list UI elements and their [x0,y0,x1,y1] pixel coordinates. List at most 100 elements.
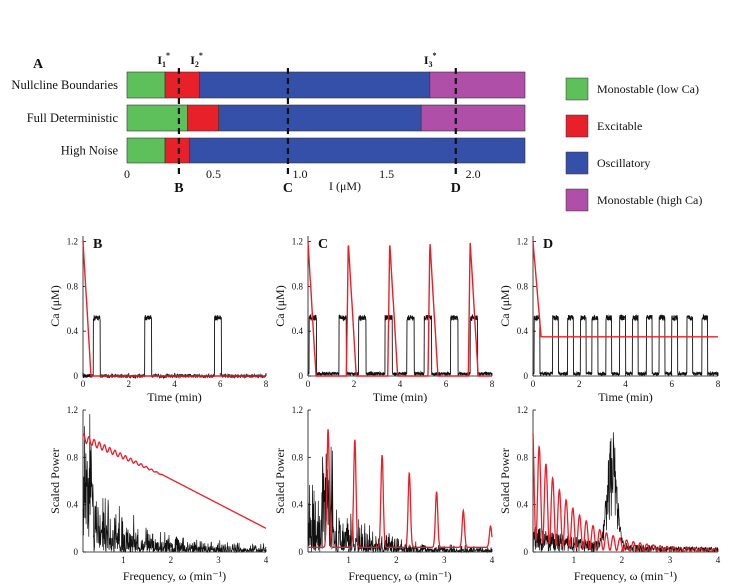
region-segment [164,137,190,164]
x-axis-label: Time (min) [598,390,653,404]
x-axis-label: Frequency, ω (min⁻¹) [348,569,451,583]
y-tick-label: 0.8 [517,452,529,462]
panel-c-time: 0 0.4 0.8 1.2 0 2 4 6 8 C Time (min) Ca (μM) [273,236,495,404]
legend-swatch [565,188,589,212]
panel-d-power: 0 0.4 0.8 1.2 1 2 3 4 Frequency, ω (min⁻¹) Scaled… [498,405,721,583]
deterministic-spectrum [82,433,267,529]
y-tick-label: 1.2 [292,237,303,247]
x-tick-label: 4 [172,379,177,389]
y-tick-label: 0 [299,371,304,381]
region-segment [126,104,188,132]
row-label: Nullcline Boundaries [11,78,118,92]
panel-a-label: A [33,57,44,72]
x-tick-label: 2 [577,379,582,389]
region-segment [126,71,166,99]
x-tick-label: 0 [124,167,130,181]
threshold-sup: * [199,51,203,60]
y-tick-label: 0.4 [517,326,529,336]
stochastic-spectrum [307,446,493,554]
y-tick-label: 1.2 [67,405,78,415]
x-tick-label: 2 [352,379,357,389]
legend-entry: Excitable [597,119,642,133]
y-axis-label: Scaled Power [273,448,287,514]
threshold-label: I3* [424,51,437,69]
threshold-sub: 2 [195,60,199,69]
region-segment [126,137,166,164]
threshold-label: I1* [157,51,170,69]
y-tick-label: 0.4 [517,500,529,510]
x-tick-label: 2 [620,555,625,565]
deterministic-trace [532,241,718,338]
threshold-sub: 1 [162,60,166,69]
y-tick-label: 0.8 [292,281,304,291]
stochastic-trace [82,315,267,380]
y-tick-label: 0.8 [517,281,529,291]
deterministic-spectrum [532,433,719,553]
x-tick-label: 6 [670,379,675,389]
x-tick-label: 4 [398,379,403,389]
region-segment [164,71,200,99]
y-tick-label: 0.8 [67,281,79,291]
x-tick-label: 4 [716,555,721,565]
legend-swatch [565,114,589,138]
deterministic-trace [307,241,492,377]
region-segment [188,137,526,164]
x-axis-label: Time (min) [373,390,428,404]
x-tick-label: 1.5 [379,167,394,181]
x-tick-label: 4 [264,555,269,565]
panel-b-power: 0 0.4 0.8 1.2 1 2 3 4 Frequency, ω (min⁻¹) Scaled… [48,405,269,583]
region-segment [218,104,422,132]
y-tick-label: 0.8 [67,452,79,462]
x-tick-label: 3 [668,555,673,565]
region-segment [420,104,526,132]
panel-label: D [543,237,553,252]
stochastic-trace [532,313,719,377]
x-axis-label: Time (min) [147,390,202,404]
panel-label: C [318,237,328,252]
y-tick-label: 1.2 [517,405,528,415]
row-label: High Noise [61,144,119,158]
x-tick-label: 3 [442,555,447,565]
y-tick-label: 1.2 [67,237,78,247]
x-tick-label: 2 [394,555,399,565]
legend-swatch [565,77,589,101]
x-tick-label: 8 [716,379,721,389]
x-tick-label: 0.5 [206,167,221,181]
legend-entry: Oscillatory [597,156,650,170]
legend-entry: Monostable (high Ca) [597,193,702,207]
legend-swatch [565,151,589,175]
x-tick-label: 4 [490,555,495,565]
x-tick-label: 1 [572,555,577,565]
marker-label: B [174,181,183,196]
x-tick-label: 2 [169,555,174,565]
y-tick-label: 0 [74,371,79,381]
x-tick-label: 0 [81,379,86,389]
x-tick-label: 0 [306,379,311,389]
x-tick-label: 2 [127,379,132,389]
threshold-sup: * [166,51,170,60]
x-tick-label: 2.0 [466,167,481,181]
y-axis-label: Ca (μM) [273,285,287,326]
y-tick-label: 0.4 [292,500,304,510]
row-label: Full Deterministic [27,111,119,125]
x-tick-label: 6 [444,379,449,389]
y-tick-label: 1.2 [292,405,303,415]
stochastic-spectrum [82,414,267,554]
x-tick-label: 6 [218,379,223,389]
threshold-label: I2* [190,51,203,69]
region-segment [199,71,431,99]
x-tick-label: 1 [346,555,351,565]
x-axis-label: Frequency, ω (min⁻¹) [574,569,677,583]
y-tick-label: 0 [299,547,304,557]
y-tick-label: 0 [524,371,529,381]
x-tick-label: 8 [490,379,495,389]
marker-label: D [451,181,461,196]
panel-d-time: 0 0.4 0.8 1.2 0 2 4 6 8 D Time (min) Ca (μM) [498,236,721,404]
y-tick-label: 0.4 [67,500,79,510]
y-tick-label: 1.2 [517,237,528,247]
region-segment [429,71,526,99]
x-tick-label: 1 [121,555,126,565]
x-tick-label: 8 [264,379,269,389]
panel-a: A Nullcline Boundaries Full Deterministic H… [11,51,702,212]
